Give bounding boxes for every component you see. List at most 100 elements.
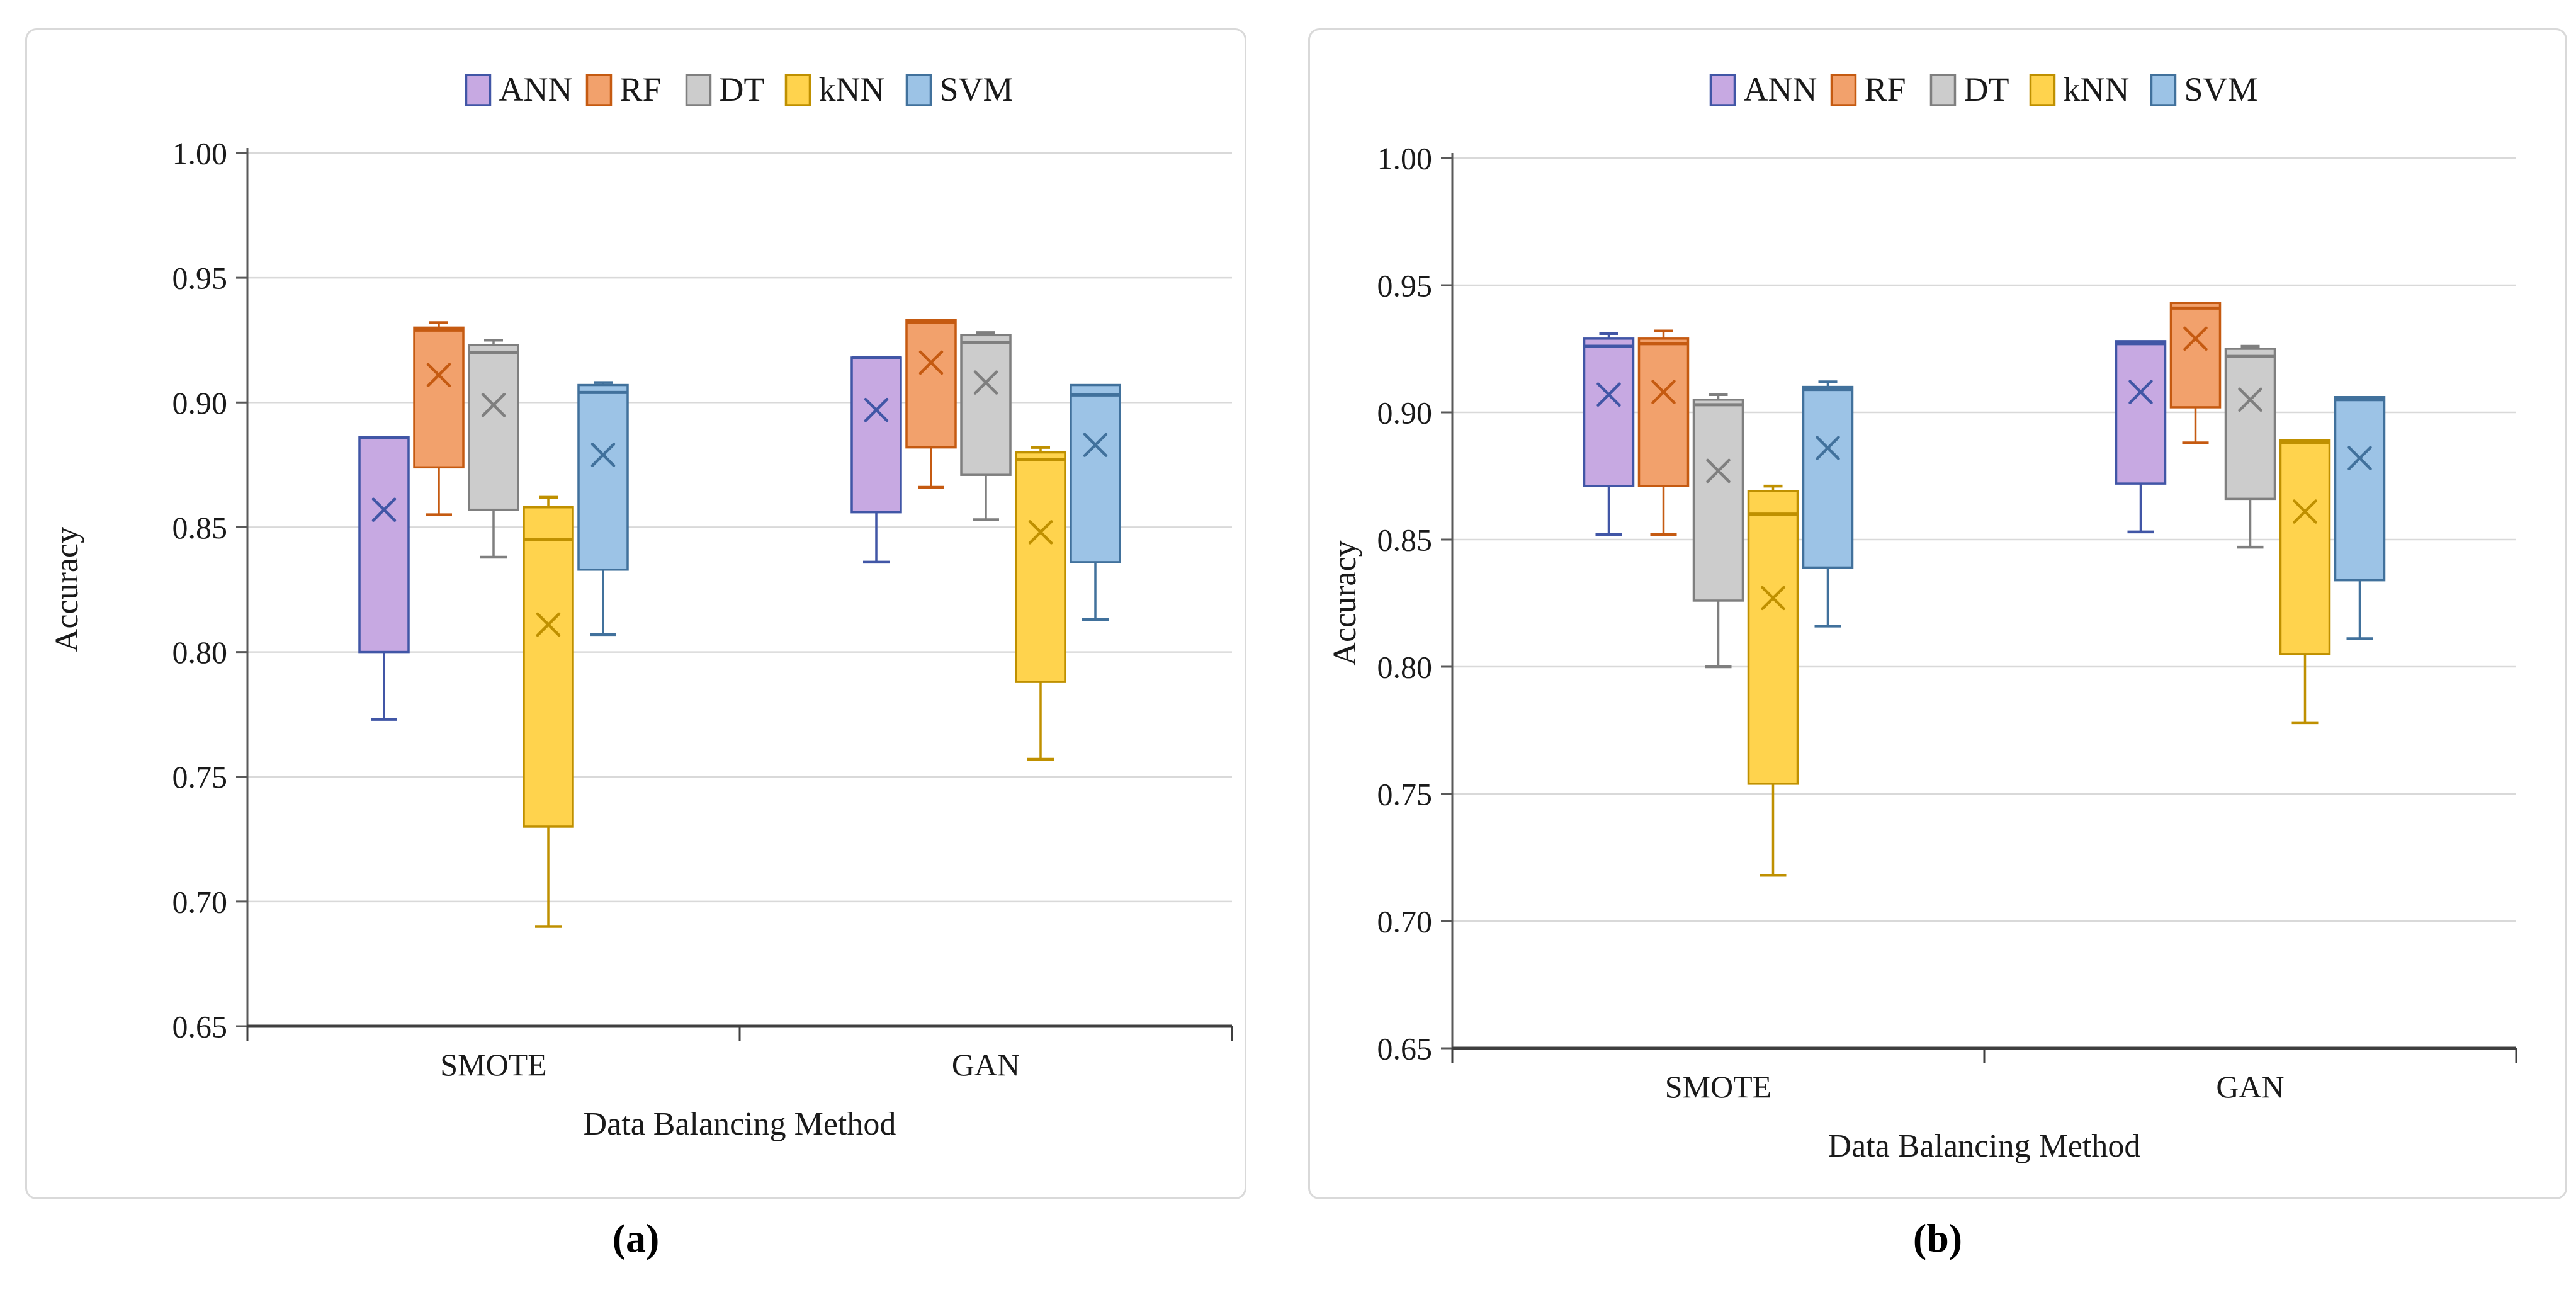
mean-x-marker	[1596, 382, 1621, 407]
box-RF-SMOTE	[413, 321, 465, 516]
y-tick-label: 0.70	[172, 884, 228, 919]
legend-label-ANN: ANN	[1743, 71, 1817, 108]
iqr-box	[850, 356, 902, 514]
iqr-box	[1637, 337, 1690, 487]
x-axis-title: Data Balancing Method	[584, 1106, 896, 1142]
legend-label-DT: DT	[719, 71, 764, 108]
box-SVM-SMOTE	[1802, 380, 1854, 628]
y-tick-label: 1.00	[1377, 141, 1433, 176]
y-tick-label: 1.00	[172, 136, 228, 171]
iqr-box	[2334, 396, 2386, 582]
iqr-box	[905, 319, 957, 449]
mean-x-marker	[371, 497, 397, 522]
iqr-box	[2169, 302, 2222, 409]
mean-x-marker	[1706, 458, 1731, 484]
iqr-box	[1583, 337, 1635, 487]
box-DT-GAN	[2224, 344, 2276, 549]
iqr-box	[468, 344, 519, 511]
box-DT-SMOTE	[1692, 393, 1744, 669]
y-tick-label: 0.95	[172, 261, 228, 296]
iqr-box	[1070, 383, 1121, 563]
legend: ANN RF DT kNN SVM	[1709, 71, 2258, 108]
chart-panel-a: 1.00 0.95 0.90 0.85 0.80 0.75 0.70 0.65 SMOTE GAN…	[25, 28, 1246, 1199]
iqr-box	[577, 383, 629, 571]
y-tick-label: 0.85	[172, 510, 228, 545]
box-DT-GAN	[960, 331, 1012, 521]
x-category-label-GAN: GAN	[952, 1047, 1020, 1082]
mean-x-marker	[1651, 380, 1676, 404]
legend-swatch-DT	[1929, 74, 1957, 106]
mean-x-marker	[1083, 433, 1108, 457]
legend-label-RF: RF	[619, 71, 661, 108]
legend-label-ANN: ANN	[499, 71, 572, 108]
x-category-label-SMOTE: SMOTE	[1665, 1069, 1771, 1104]
x-category-label-SMOTE: SMOTE	[440, 1047, 546, 1082]
box-SVM-GAN	[2334, 396, 2386, 640]
box-kNN-SMOTE	[1747, 484, 1799, 877]
iqr-box	[960, 334, 1012, 476]
mean-x-marker	[1761, 586, 1785, 611]
boxplot-chart-a: 1.00 0.95 0.90 0.85 0.80 0.75 0.70 0.65 SMOTE GAN…	[49, 71, 1233, 1142]
iqr-box	[523, 506, 574, 828]
box-SVM-GAN	[1070, 383, 1121, 621]
legend-swatch-kNN	[2029, 74, 2056, 106]
mean-x-marker	[973, 370, 998, 395]
y-tick-label: 0.80	[1377, 650, 1433, 685]
legend-label-kNN: kNN	[818, 71, 884, 108]
mean-x-marker	[2183, 326, 2208, 351]
box-RF-SMOTE	[1637, 329, 1690, 536]
legend-swatch-DT	[685, 74, 712, 106]
caption-a: (a)	[612, 1216, 660, 1260]
box-SVM-SMOTE	[577, 381, 629, 637]
iqr-box	[1692, 399, 1744, 602]
box-kNN-GAN	[2279, 439, 2331, 725]
iqr-box	[1015, 451, 1066, 683]
mean-x-marker	[2347, 446, 2372, 470]
legend-swatch-ANN	[465, 74, 492, 106]
y-tick-label: 0.75	[172, 759, 228, 795]
mean-x-marker	[2293, 499, 2317, 524]
y-tick-label: 0.90	[172, 385, 228, 421]
mean-x-marker	[2128, 380, 2153, 404]
caption-b: (b)	[1912, 1216, 1963, 1260]
iqr-box	[1802, 385, 1854, 569]
y-tick-label: 0.85	[1377, 523, 1433, 558]
box-RF-GAN	[2169, 302, 2222, 444]
iqr-box	[413, 326, 465, 469]
box-DT-SMOTE	[468, 338, 519, 559]
legend-swatch-kNN	[784, 74, 811, 106]
box-ANN-GAN	[2115, 340, 2167, 534]
legend-swatch-RF	[585, 74, 613, 106]
x-category-label-GAN: GAN	[2216, 1069, 2284, 1104]
mean-x-marker	[1816, 436, 1840, 460]
legend-label-DT: DT	[1963, 71, 2009, 108]
legend-swatch-SVM	[905, 74, 932, 106]
mean-x-marker	[864, 397, 889, 422]
y-axis-title: Accuracy	[1327, 540, 1363, 665]
iqr-box	[2115, 340, 2167, 485]
mean-x-marker	[536, 612, 561, 637]
iqr-box	[1747, 490, 1799, 785]
x-axis-title: Data Balancing Method	[1828, 1128, 2141, 1164]
y-tick-label: 0.65	[1377, 1031, 1433, 1067]
legend-swatch-SVM	[2150, 74, 2177, 106]
legend-label-RF: RF	[1864, 71, 1906, 108]
box-kNN-GAN	[1015, 446, 1066, 761]
legend-swatch-RF	[1830, 74, 1857, 106]
y-tick-label: 0.65	[172, 1009, 228, 1044]
y-tick-label: 0.75	[1377, 777, 1433, 812]
mean-x-marker	[1028, 520, 1053, 545]
mean-x-marker	[481, 392, 506, 417]
legend-label-SVM: SVM	[939, 71, 1013, 108]
box-ANN-SMOTE	[358, 436, 410, 721]
mean-x-marker	[590, 443, 616, 467]
box-RF-GAN	[905, 319, 957, 489]
mean-x-marker	[426, 363, 451, 387]
legend-label-kNN: kNN	[2063, 71, 2129, 108]
legend-swatch-ANN	[1709, 74, 1736, 106]
box-ANN-GAN	[850, 356, 902, 564]
iqr-box	[2279, 439, 2331, 655]
legend: ANN RF DT kNN SVM	[465, 71, 1014, 108]
y-tick-label: 0.70	[1377, 904, 1433, 939]
